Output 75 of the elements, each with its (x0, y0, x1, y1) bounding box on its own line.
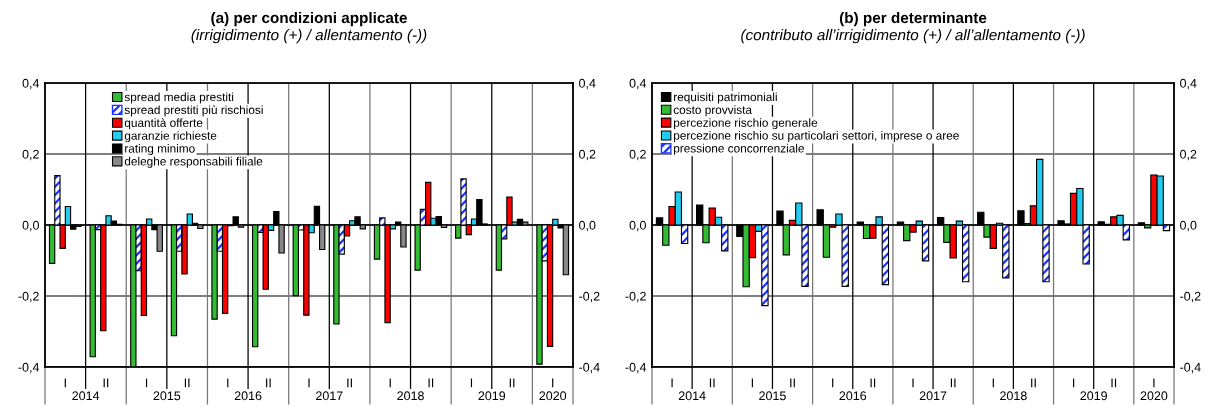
y2-tick-label: 0,4 (579, 78, 596, 90)
y2-tick-label: 0,2 (579, 149, 596, 161)
text: 2018 (1000, 391, 1027, 401)
legend-label: garanzie richieste (124, 131, 217, 143)
y-tick-label: 0,0 (629, 220, 646, 232)
x-tick-label: II (709, 378, 715, 388)
text: 2018 (397, 391, 424, 401)
x-tick-label: I (992, 378, 994, 388)
x-tick-label: I (145, 378, 148, 388)
text: 2014 (678, 391, 706, 401)
x-tick-label: I (1073, 378, 1075, 388)
y-tick-label: -0,4 (18, 362, 40, 374)
chart-title: (a) per condizioni applicate (211, 11, 407, 27)
x-tick-label: I (308, 378, 310, 388)
y2-tick-label: 0,0 (579, 220, 596, 232)
x-tick-label: I (470, 378, 473, 388)
x-tick-label: II (1031, 378, 1036, 388)
text: 2019 (1080, 391, 1108, 401)
y2-tick-label: -0,4 (579, 362, 600, 374)
text: 2016 (839, 391, 867, 401)
y-tick-label: -0,2 (625, 291, 646, 303)
y2-tick-label: -0,2 (579, 291, 600, 303)
x-tick-label: II (790, 378, 795, 388)
text: 2016 (234, 391, 262, 401)
chart-subtitle: (irrigidimento (+) / allentamento (-)) (191, 29, 427, 44)
text: 2015 (759, 391, 786, 401)
legend-label: costo provvista (673, 105, 752, 117)
x-tick-label: I (389, 378, 391, 388)
x-tick-label: I (832, 378, 834, 388)
y-tick-label: 0,4 (22, 78, 40, 90)
y2-tick-label: 0,4 (1180, 78, 1197, 90)
chart-subtitle: (contributo all’irrigidimento (+) / all’allentamento (-)) (741, 29, 1085, 44)
text: 2019 (478, 391, 506, 401)
x-tick-label: II (870, 378, 876, 388)
legend-label: pressione concorrenziale (674, 143, 804, 155)
legend-label: spread media prestiti (124, 92, 234, 104)
text: 2017 (919, 391, 947, 401)
legend-label: deleghe responsabili filiale (124, 156, 263, 168)
text: 2020 (539, 391, 567, 401)
y2-tick-label: 0,2 (1180, 149, 1197, 161)
x-tick-label: II (1111, 378, 1117, 388)
y-tick-label: -0,4 (625, 362, 647, 374)
x-tick-label: I (64, 378, 66, 388)
legend-label: rating minimo (125, 144, 195, 156)
legend-label: percezione rischio su particolari settori, imprese o aree (674, 131, 959, 143)
y2-tick-label: -0,2 (1180, 291, 1201, 303)
x-tick-label: II (266, 378, 271, 388)
text: 2017 (316, 391, 343, 401)
legend-label: spread prestiti più rischiosi (124, 105, 263, 117)
x-tick-label: II (950, 378, 956, 388)
x-tick-label: I (671, 378, 673, 388)
x-tick-label: I (1153, 378, 1155, 388)
x-tick-label: II (347, 378, 352, 388)
x-tick-label: I (912, 378, 914, 388)
legend-label: quantità offerte (124, 118, 203, 130)
y2-tick-label: 0,0 (1180, 220, 1197, 232)
x-tick-label: II (103, 378, 109, 388)
y-tick-label: 0,4 (629, 78, 647, 90)
y-tick-label: 0,2 (629, 149, 646, 161)
x-tick-label: II (184, 378, 190, 388)
x-tick-label: I (552, 378, 554, 388)
chart-title: (b) per determinante (839, 11, 987, 27)
legend-label: requisiti patrimoniali (674, 92, 777, 104)
y-tick-label: -0,2 (18, 291, 39, 303)
x-tick-label: I (227, 378, 229, 388)
text: 2014 (72, 391, 100, 401)
y-tick-label: 0,2 (22, 149, 39, 161)
x-tick-label: I (751, 378, 753, 388)
x-tick-label: II (509, 378, 515, 388)
x-tick-label: II (428, 378, 434, 388)
y2-tick-label: -0,4 (1180, 362, 1201, 374)
text: 2015 (153, 391, 181, 401)
y-tick-label: 0,0 (22, 220, 39, 232)
legend-label: percezione rischio generale (674, 118, 818, 130)
text: 2020 (1140, 391, 1168, 401)
